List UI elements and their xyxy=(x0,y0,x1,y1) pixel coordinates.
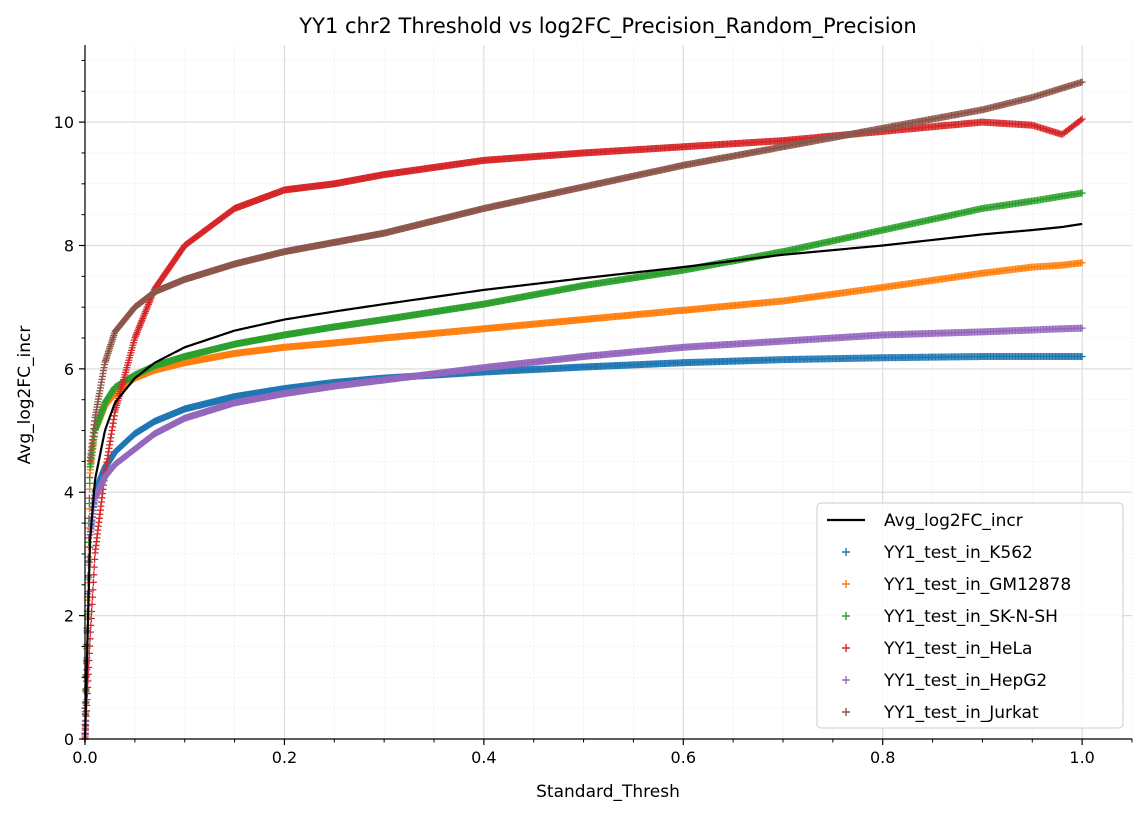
data-point xyxy=(89,586,96,593)
data-point xyxy=(86,474,93,481)
data-point xyxy=(89,601,96,608)
